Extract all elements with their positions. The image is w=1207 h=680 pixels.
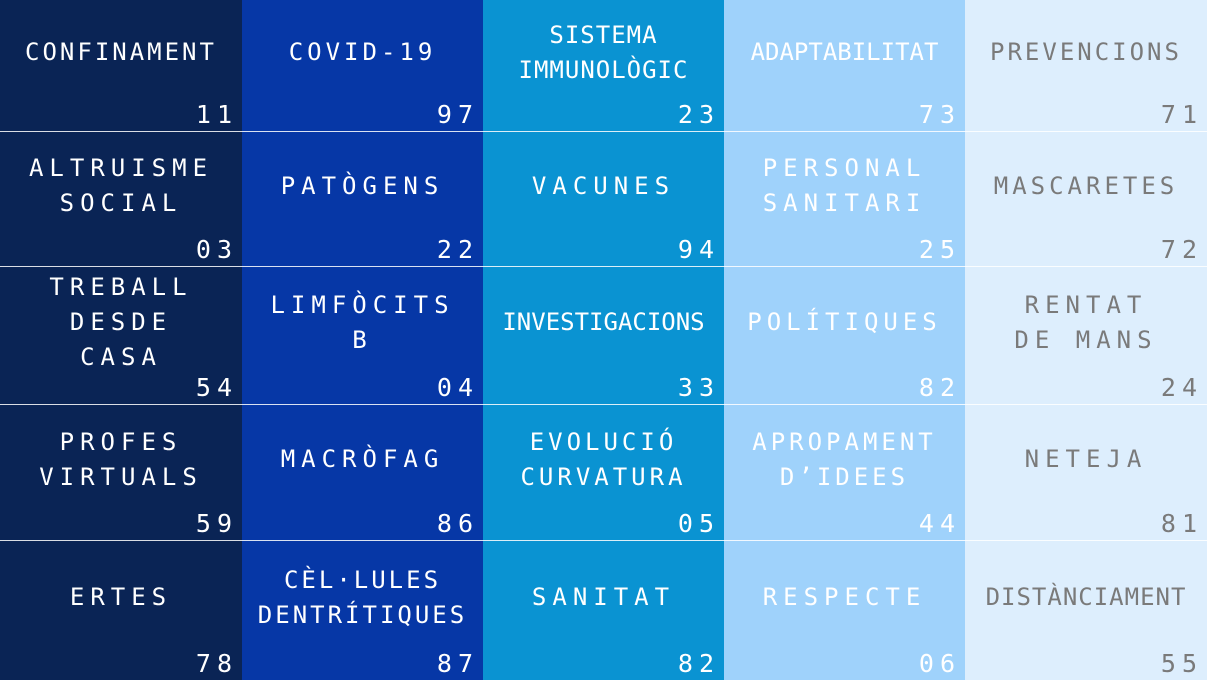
grid-cell: ALTRUISME SOCIAL 03 — [0, 132, 242, 267]
cell-label: SANITAT — [531, 583, 676, 611]
cell-number: 25 — [918, 235, 961, 264]
grid-cell: APROPAMENT D’IDEES 44 — [724, 405, 965, 541]
cell-label: RESPECTE — [762, 583, 927, 611]
grid-cell: PERSONAL SANITARI 25 — [724, 132, 965, 267]
grid-cell: COVID-19 97 — [242, 0, 483, 132]
cell-number: 72 — [1160, 235, 1203, 264]
grid-cell: PATÒGENS 22 — [242, 132, 483, 267]
cell-label: PREVENCIONS — [990, 38, 1182, 66]
grid-cell: ADAPTABILITAT 73 — [724, 0, 965, 132]
cell-label: MASCARETES — [993, 171, 1179, 200]
grid-cell: ERTES 78 — [0, 541, 242, 680]
cell-label: ERTES — [69, 583, 173, 611]
cell-number: 04 — [436, 373, 479, 402]
cell-label: CONFINAMENT — [25, 38, 217, 66]
grid-cell: VACUNES 94 — [483, 132, 724, 267]
cell-number: 86 — [436, 509, 479, 538]
grid-cell: PROFES VIRTUALS 59 — [0, 405, 242, 541]
grid-cell: NETEJA 81 — [965, 405, 1207, 541]
cell-number: 94 — [677, 235, 720, 264]
cell-label: RENTAT DE MANS — [1014, 290, 1158, 354]
grid-cell: EVOLUCIÓ CURVATURA 05 — [483, 405, 724, 541]
grid-cell: PREVENCIONS 71 — [965, 0, 1207, 132]
cell-label: DISTÀNCIAMENT — [985, 583, 1187, 611]
cell-label: SISTEMA IMMUNOLÒGIC — [518, 20, 689, 84]
cell-label: APROPAMENT D’IDEES — [752, 427, 937, 491]
cell-number: 78 — [195, 649, 238, 678]
cell-number: 82 — [677, 649, 720, 678]
cell-label: NETEJA — [1024, 445, 1148, 473]
cell-label: TREBALL DESDE CASA — [49, 273, 193, 371]
cell-number: 11 — [195, 100, 238, 129]
cell-number: 81 — [1160, 509, 1203, 538]
cell-label: CÈL·LULES DENTRÍTIQUES — [257, 565, 468, 629]
cell-label: PATÒGENS — [280, 171, 445, 200]
grid-cell: RENTAT DE MANS 24 — [965, 267, 1207, 405]
cell-number: 87 — [436, 649, 479, 678]
cell-label: INVESTIGACIONS — [502, 308, 705, 336]
grid-cell: TREBALL DESDE CASA 54 — [0, 267, 242, 405]
cell-label: ADAPTABILITAT — [750, 38, 939, 66]
grid-cell: POLÍTIQUES 82 — [724, 267, 965, 405]
cell-label: COVID-19 — [288, 38, 437, 66]
cell-number: 22 — [436, 235, 479, 264]
cell-number: 71 — [1160, 100, 1203, 129]
cell-number: 33 — [677, 373, 720, 402]
grid-cell: MACRÒFAG 86 — [242, 405, 483, 541]
grid-cell: SISTEMA IMMUNOLÒGIC 23 — [483, 0, 724, 132]
cell-number: 06 — [918, 649, 961, 678]
cell-number: 54 — [195, 373, 238, 402]
cell-label: PERSONAL SANITARI — [762, 154, 927, 217]
cell-label: EVOLUCIÓ CURVATURA — [520, 427, 687, 491]
cell-number: 24 — [1160, 373, 1203, 402]
grid-cell: CÈL·LULES DENTRÍTIQUES 87 — [242, 541, 483, 680]
cell-number: 03 — [195, 235, 238, 264]
cell-label: ALTRUISME SOCIAL — [28, 154, 214, 217]
grid-cell: RESPECTE 06 — [724, 541, 965, 680]
grid-cell: INVESTIGACIONS 33 — [483, 267, 724, 405]
cell-number: 23 — [677, 100, 720, 129]
grid-cell: MASCARETES 72 — [965, 132, 1207, 267]
cell-number: 82 — [918, 373, 961, 402]
cell-number: 97 — [436, 100, 479, 129]
cell-number: 55 — [1160, 649, 1203, 678]
cell-number: 44 — [918, 509, 961, 538]
grid-cell: SANITAT 82 — [483, 541, 724, 680]
grid-cell: LIMFÒCITS B 04 — [242, 267, 483, 405]
cell-label: PROFES VIRTUALS — [39, 427, 203, 491]
cell-label: POLÍTIQUES — [747, 308, 942, 336]
cell-number: 05 — [677, 509, 720, 538]
cell-number: 73 — [918, 100, 961, 129]
cell-label: VACUNES — [531, 171, 676, 200]
grid-cell: CONFINAMENT 11 — [0, 0, 242, 132]
cell-label: MACRÒFAG — [280, 445, 445, 473]
cell-label: LIMFÒCITS B — [270, 290, 455, 354]
grid-cell: DISTÀNCIAMENT 55 — [965, 541, 1207, 680]
cell-number: 59 — [195, 509, 238, 538]
